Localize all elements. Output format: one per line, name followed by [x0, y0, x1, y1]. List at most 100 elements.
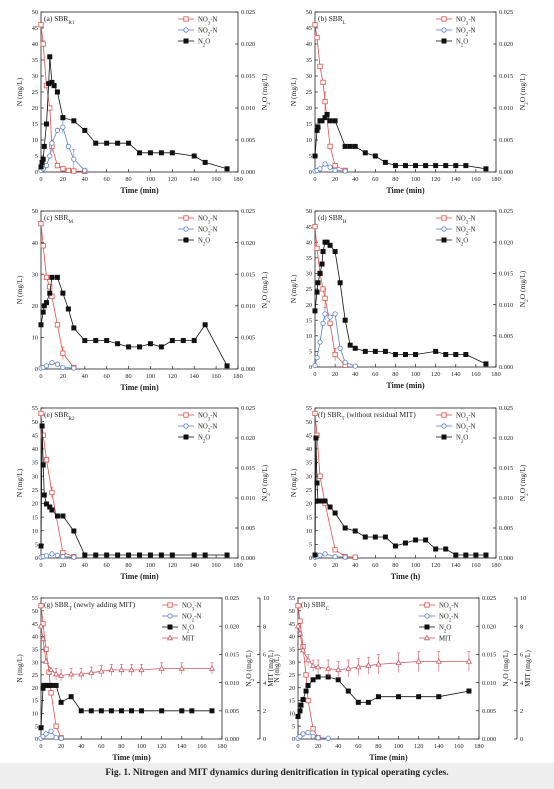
data-point-NO2-N	[49, 140, 55, 146]
y2-tick-label: 0.025	[499, 208, 513, 215]
data-point-N2O	[365, 699, 371, 705]
data-point-N2O	[352, 143, 358, 149]
y-tick-label: 20	[289, 685, 295, 692]
x-tick-label: 20	[332, 562, 338, 569]
legend-label: N2O	[439, 624, 451, 634]
data-point-NO3-N	[65, 167, 71, 173]
data-point-N2O	[463, 352, 469, 358]
y2-tick-label: 0.025	[499, 405, 513, 412]
x-tick-label: 80	[392, 562, 398, 569]
data-point-N2O	[209, 708, 215, 714]
legend-label: NO2-N	[198, 27, 217, 37]
data-point-N2O	[147, 552, 153, 558]
data-point-N2O	[65, 306, 71, 312]
legend-marker	[424, 624, 430, 630]
data-point-N2O	[224, 363, 230, 369]
y-tick-label: 0	[292, 736, 295, 743]
data-point-NO3-N	[71, 168, 77, 174]
data-point-N2O	[191, 338, 197, 344]
data-point-N2O	[402, 540, 408, 546]
data-point-N2O	[137, 150, 143, 156]
legend-marker	[183, 226, 189, 232]
data-point-MIT	[39, 635, 47, 642]
data-point-NO3-N	[40, 243, 46, 249]
data-point-NO2-N	[43, 553, 50, 559]
y-tick-label: 15	[306, 317, 312, 324]
data-point-NO3-N	[48, 690, 54, 696]
data-point-NO2-N	[352, 363, 358, 369]
data-point-MIT	[315, 663, 322, 670]
y-tick-label: 40	[289, 634, 295, 641]
data-point-N2O	[433, 348, 439, 354]
y3-tick-label: 10	[263, 595, 269, 602]
x-tick-label: 60	[355, 743, 361, 750]
y2-tick-label: 0.020	[241, 41, 255, 48]
data-point-N2O	[483, 552, 489, 558]
series-line-N2O	[40, 276, 228, 366]
data-point-N2O	[71, 528, 77, 534]
data-point-N2O	[68, 694, 74, 700]
data-point-NO3-N	[322, 295, 328, 301]
data-point-NO3-N	[295, 603, 301, 609]
y-axis-label: N (mg/L)	[15, 275, 24, 304]
data-point-N2O	[104, 552, 110, 558]
data-point-N2O	[58, 699, 64, 705]
y-axis-label: N (mg/L)	[15, 654, 24, 683]
x-tick-label: 160	[211, 373, 220, 380]
data-point-NO2-N	[317, 339, 323, 345]
data-point-NO3-N	[312, 223, 318, 230]
y-tick-label: 5	[309, 542, 312, 549]
x-tick-label: 120	[168, 176, 177, 183]
legend-label: N2O	[182, 624, 194, 634]
data-point-N2O	[320, 249, 326, 255]
series-line-NO3-N	[40, 24, 85, 172]
data-point-NO3-N	[46, 669, 52, 675]
data-point-N2O	[483, 166, 489, 172]
data-point-NO2-N	[60, 364, 66, 371]
data-point-NO2-N	[60, 124, 66, 130]
y-tick-label: 5	[35, 542, 38, 549]
legend-marker	[167, 602, 173, 608]
x-tick-label: 60	[98, 743, 104, 750]
x-tick-label: 60	[372, 371, 378, 378]
data-point-NO3-N	[38, 22, 44, 28]
data-point-NO2-N	[58, 735, 64, 741]
data-point-MIT	[465, 658, 473, 664]
y-tick-label: 40	[306, 239, 312, 246]
x-tick-label: 40	[82, 373, 88, 380]
legend-marker	[183, 38, 189, 44]
y3-tick-label: 4	[263, 680, 267, 687]
data-point-N2O	[71, 118, 77, 124]
x-tick-label: 180	[233, 176, 242, 183]
data-point-NO3-N	[40, 432, 46, 438]
x-tick-label: 120	[168, 373, 177, 380]
data-point-NO2-N	[322, 551, 328, 557]
y-tick-label: 30	[306, 473, 312, 480]
data-point-N2O	[413, 537, 419, 543]
data-point-N2O	[82, 338, 88, 344]
panel-label: (c) SBRM	[44, 213, 73, 225]
y2-tick-label: 0.010	[241, 303, 255, 310]
legend-marker	[167, 624, 173, 630]
data-point-NO2-N	[322, 311, 328, 317]
y-tick-label: 25	[32, 89, 38, 96]
x-axis-label: Time (min)	[386, 186, 425, 195]
panel-label: (e) SBRR2	[44, 410, 75, 422]
data-point-NO2-N	[332, 311, 338, 317]
y-tick-label: 20	[306, 302, 312, 309]
data-point-NO3-N	[303, 672, 309, 678]
y-axis-label: N (mg/L)	[289, 77, 298, 106]
data-point-N2O	[300, 697, 306, 703]
data-point-MIT	[355, 663, 362, 670]
data-point-N2O	[38, 725, 44, 731]
data-point-N2O	[40, 462, 46, 468]
data-point-N2O	[342, 525, 348, 531]
x-tick-label: 80	[125, 562, 131, 569]
data-point-N2O	[60, 115, 66, 121]
x-tick-label: 140	[177, 743, 186, 750]
y2-tick-label: 0.020	[225, 623, 239, 630]
data-point-N2O	[48, 682, 54, 688]
series-line-N2O	[40, 56, 228, 170]
